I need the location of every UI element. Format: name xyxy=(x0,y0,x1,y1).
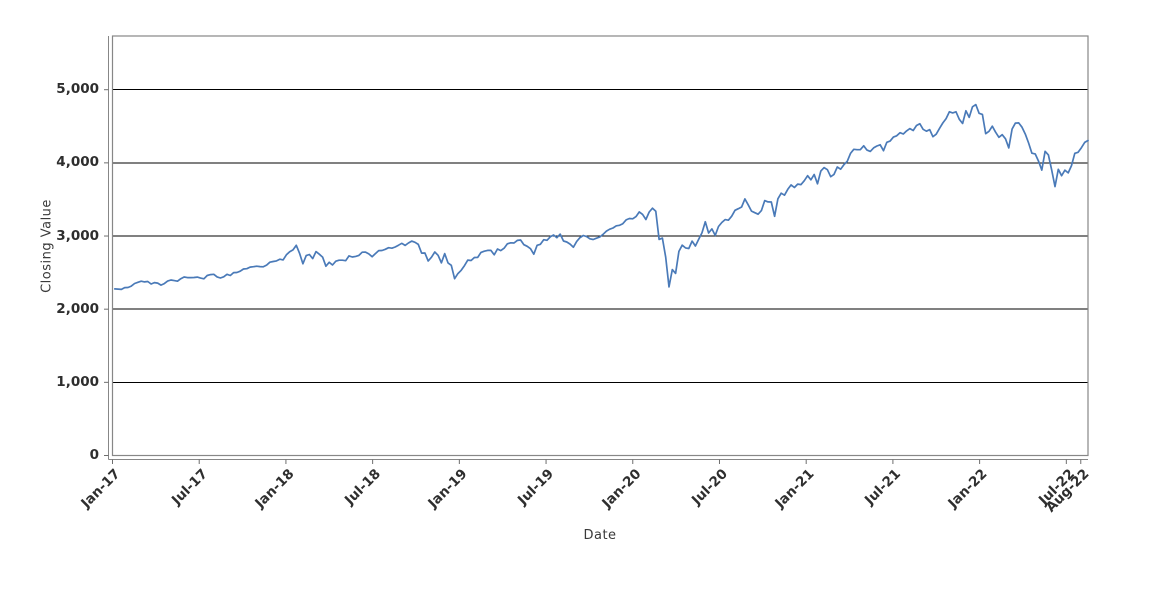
y-tick-label: 5,000 xyxy=(56,81,99,98)
y-axis-title: Closing Value xyxy=(39,199,55,293)
y-tick-label: 1,000 xyxy=(56,373,99,390)
plot-border xyxy=(111,35,1089,457)
y-tick-label: 2,000 xyxy=(56,300,99,317)
y-tick-label: 4,000 xyxy=(56,154,99,171)
closing-value-line xyxy=(113,103,1089,291)
y-tick-label: 3,000 xyxy=(56,227,99,244)
x-axis-title: Date xyxy=(583,528,617,543)
y-tick-label: 0 xyxy=(89,447,99,463)
